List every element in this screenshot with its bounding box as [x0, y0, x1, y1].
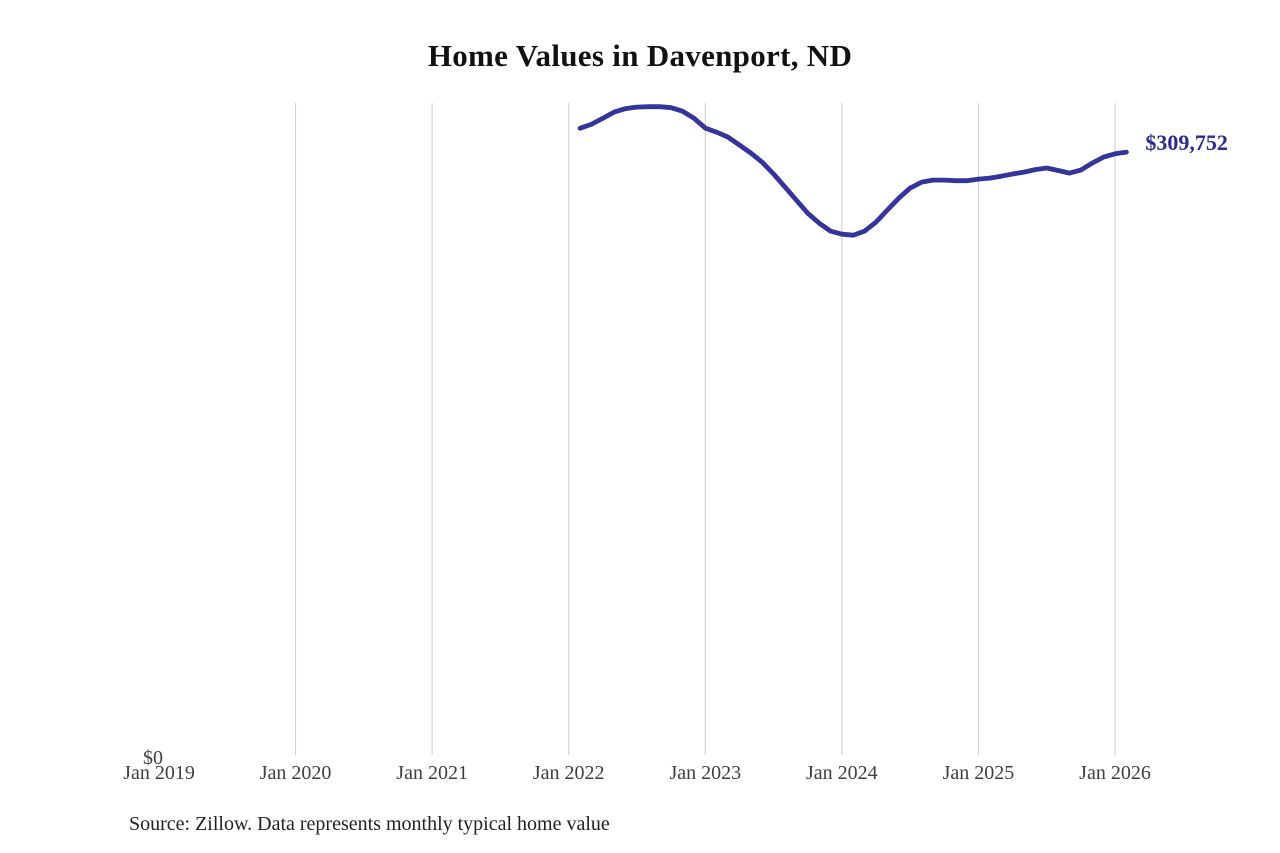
x-axis-label: Jan 2021: [396, 762, 468, 784]
y-axis-zero-label: $0: [143, 747, 163, 769]
x-axis-label: Jan 2023: [669, 762, 742, 784]
chart-title: Home Values in Davenport, ND: [427, 38, 853, 73]
x-axis-label: Jan 2026: [1079, 762, 1151, 784]
home-value-line: [577, 104, 1129, 238]
source-note: Source: Zillow. Data represents monthly …: [129, 813, 610, 835]
x-axis-label: Jan 2022: [532, 762, 605, 784]
x-axis-label: Jan 2025: [942, 762, 1015, 784]
x-axis-label: Jan 2020: [259, 762, 332, 784]
x-axis-label: Jan 2019: [123, 762, 195, 784]
x-axis-label: Jan 2024: [806, 762, 878, 784]
current-value-label: $309,752: [1145, 130, 1228, 156]
